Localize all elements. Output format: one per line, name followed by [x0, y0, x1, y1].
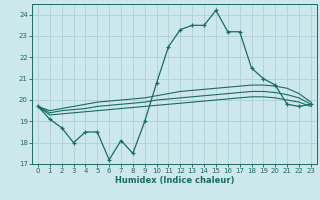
X-axis label: Humidex (Indice chaleur): Humidex (Indice chaleur): [115, 176, 234, 185]
